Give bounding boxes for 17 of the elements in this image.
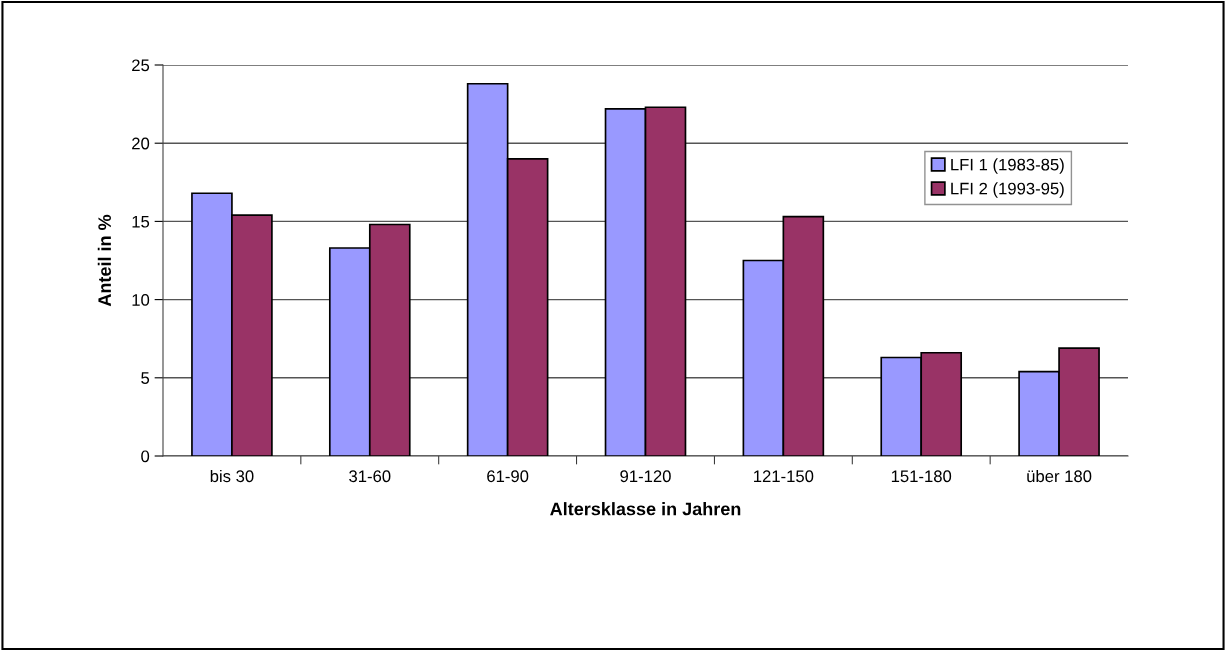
- x-tick-label: 31-60: [349, 470, 391, 483]
- y-tick-label: 25: [132, 59, 150, 72]
- x-tick-label: über 180: [1027, 469, 1092, 483]
- y-tick-label: 20: [132, 137, 150, 150]
- y-tick-label: 5: [141, 372, 150, 384]
- y-tick-label: 0: [141, 450, 150, 463]
- y-tick-label: 15: [132, 215, 150, 228]
- x-tick-label: 61-90: [487, 470, 529, 483]
- legend-label: LFI 2 (1993-95): [951, 182, 1064, 198]
- x-tick-label: 121-150: [754, 470, 814, 483]
- x-tick-label: 151-180: [891, 470, 952, 483]
- y-axis-title: Anteil in %: [97, 214, 112, 307]
- x-tick-label: 91-120: [620, 470, 671, 483]
- y-tick-label: 10: [132, 294, 150, 306]
- x-tick-label: bis 30: [210, 469, 254, 483]
- legend-label: LFI 1 (1983-85): [951, 158, 1064, 174]
- x-axis-title: Altersklasse in Jahren: [550, 502, 741, 516]
